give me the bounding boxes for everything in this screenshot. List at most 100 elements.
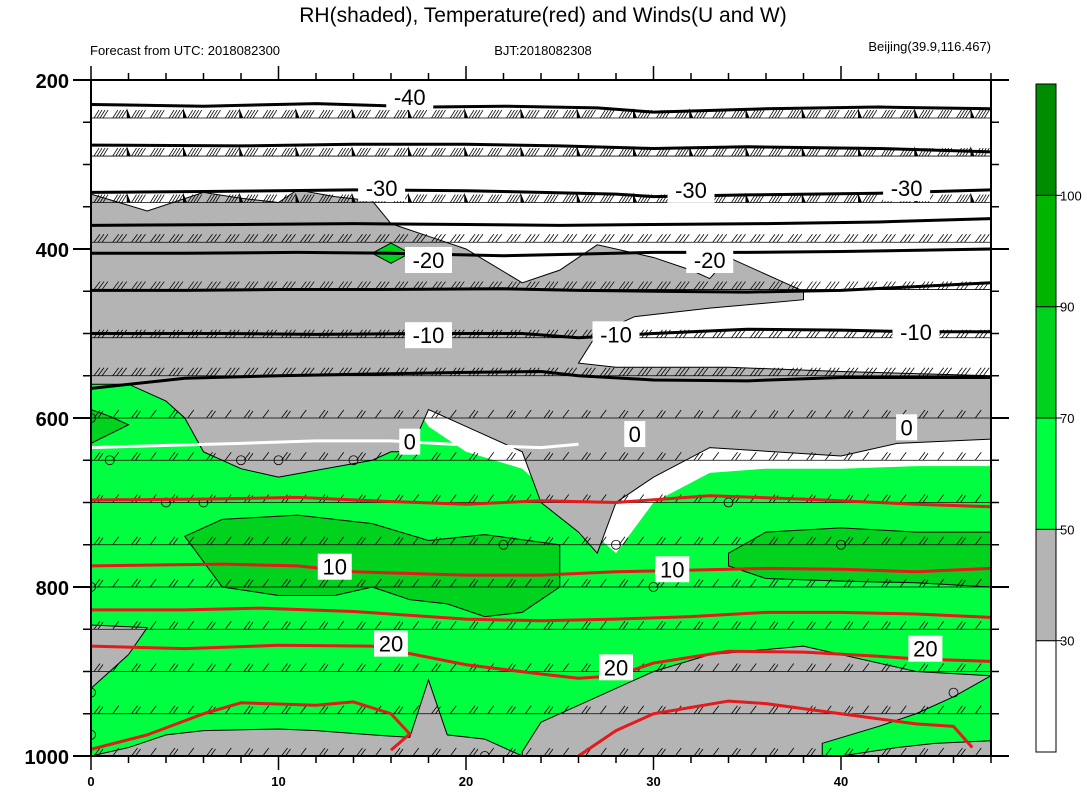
wind-barb — [233, 147, 240, 157]
wind-barb — [994, 706, 1000, 714]
wind-barb — [940, 109, 947, 119]
wind-barb — [731, 578, 738, 588]
wind-barb — [468, 578, 476, 588]
y-tick-label: 200 — [36, 71, 69, 93]
wind-barb — [362, 109, 368, 119]
colorbar-boxes — [1035, 83, 1057, 753]
wind-barb — [187, 621, 195, 630]
wind-barb — [843, 578, 851, 588]
wind-barb — [956, 367, 963, 376]
wind-barb — [281, 747, 288, 756]
wind-barb — [795, 234, 803, 243]
wind-barb — [899, 234, 907, 243]
wind-barb — [937, 494, 945, 503]
wind-barb — [731, 705, 738, 714]
wind-barb — [547, 537, 554, 545]
wind-barb — [496, 109, 503, 119]
wind-barb — [206, 281, 213, 290]
wind-barb — [252, 147, 259, 157]
wind-barb — [980, 109, 987, 119]
wind-barb — [210, 664, 216, 672]
wind-barb — [607, 234, 615, 243]
wind-barb — [960, 453, 966, 461]
wind-pennant — [351, 146, 356, 157]
wind-barb — [472, 495, 479, 503]
wind-barb — [512, 109, 518, 119]
wind-barb — [299, 578, 307, 588]
wind-barb — [322, 453, 329, 461]
wind-barb — [581, 281, 588, 290]
wind-barb — [343, 147, 350, 157]
wind-barb — [881, 578, 888, 588]
wind-barb — [266, 367, 274, 376]
wind-barb — [233, 109, 240, 119]
wind-barb — [149, 409, 157, 419]
wind-barb — [656, 409, 663, 419]
wind-barb — [471, 194, 478, 203]
wind-barb — [270, 367, 278, 376]
wind-barb — [796, 109, 803, 119]
wind-barb — [922, 579, 929, 588]
wind-barb — [171, 147, 178, 157]
wind-barb — [247, 622, 254, 630]
wind-barb — [865, 194, 872, 203]
wind-barb — [585, 234, 592, 243]
calm-wind-circle — [91, 729, 96, 740]
wind-barb — [149, 747, 157, 756]
wind-barb — [757, 329, 765, 338]
wind-barb — [177, 109, 184, 119]
wind-barb — [768, 409, 776, 419]
wind-barb — [637, 705, 645, 714]
wind-barb — [881, 109, 887, 119]
wind-barb — [890, 109, 896, 119]
wind-barb — [960, 579, 966, 588]
wind-barb — [824, 747, 832, 756]
wind-barb — [340, 194, 347, 203]
wind-barb — [922, 367, 930, 376]
wind-barb — [233, 194, 240, 203]
wind-barb — [281, 147, 287, 157]
wind-barb — [693, 281, 701, 290]
wind-pennant — [295, 108, 300, 119]
y-tick-label: 600 — [36, 409, 69, 431]
wind-barb — [281, 109, 287, 119]
wind-barb — [340, 109, 347, 119]
wind-barb — [660, 234, 667, 243]
wind-barb — [998, 282, 1004, 290]
wind-barb — [960, 706, 966, 714]
wind-barb — [889, 234, 896, 243]
wind-barb — [885, 495, 891, 503]
wind-barb — [134, 194, 140, 203]
wind-barb — [360, 537, 366, 545]
wind-barb — [585, 706, 591, 714]
wind-barb — [599, 367, 607, 376]
wind-barb — [772, 748, 779, 756]
wind-barb — [998, 368, 1004, 376]
wind-barb — [299, 621, 307, 630]
wind-barb — [412, 234, 420, 243]
wind-barb — [262, 367, 270, 376]
wind-barb — [806, 578, 813, 588]
wind-barb — [637, 578, 645, 588]
wind-barb — [810, 748, 816, 756]
colorbar-box — [1035, 306, 1057, 419]
wind-barb — [468, 109, 475, 119]
wind-barb — [247, 706, 254, 714]
wind-barb — [712, 578, 720, 588]
wind-barb — [899, 452, 907, 461]
wind-barb — [472, 453, 479, 461]
wind-barb — [168, 281, 176, 290]
wind-barb — [843, 194, 850, 203]
wind-barb — [568, 194, 575, 203]
wind-barb — [337, 234, 345, 243]
wind-barb — [889, 367, 896, 376]
wind-barb — [187, 367, 195, 376]
wind-barb — [212, 109, 218, 119]
wind-barb — [93, 194, 100, 203]
wind-barb — [753, 367, 761, 376]
wind-barb — [243, 109, 250, 119]
wind-barb — [337, 705, 345, 714]
wind-barb — [771, 109, 778, 119]
wind-barb — [618, 109, 625, 119]
wind-barb — [749, 109, 756, 119]
